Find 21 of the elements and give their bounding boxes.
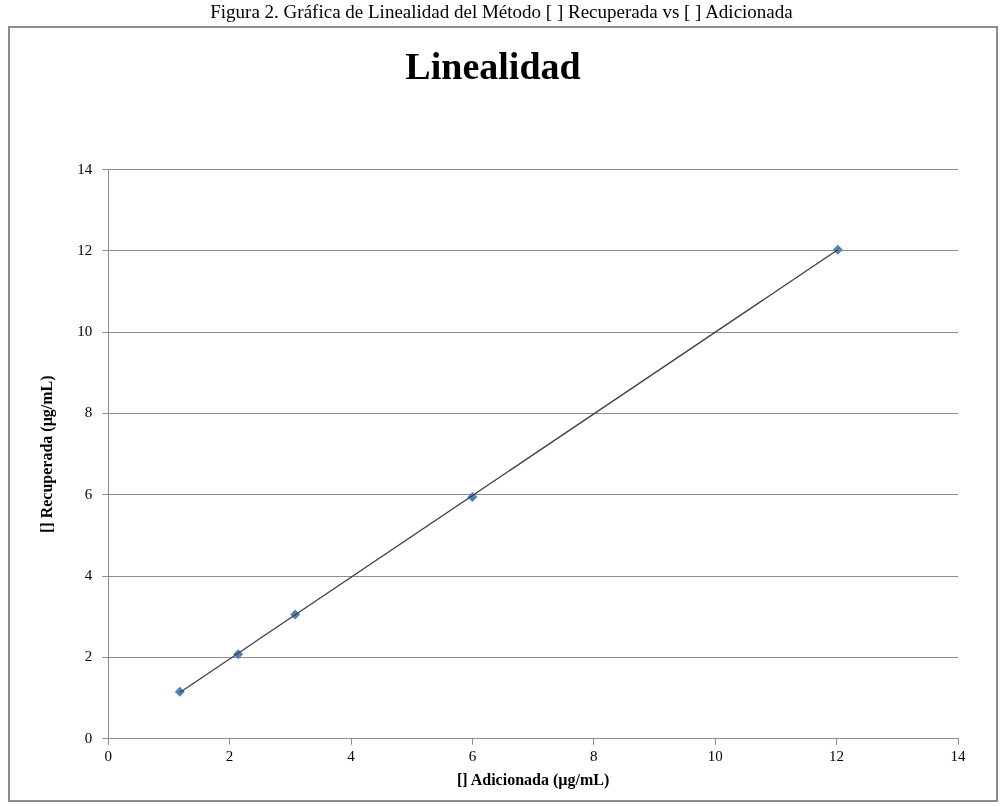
x-tick-label: 8 xyxy=(590,747,598,764)
y-tick-label: 4 xyxy=(84,567,93,584)
x-axis-title: [] Adicionada (µg/mL) xyxy=(456,770,610,789)
y-tick-label: 2 xyxy=(84,648,93,665)
text: Figura 2. Gráfica de Linealidad del Método [ ] Recuperada vs [ ] Adicionada xyxy=(209,0,794,24)
x-tick-label: 4 xyxy=(347,747,356,764)
y-axis-title: [] Recuperada (µg/mL) xyxy=(37,375,56,534)
x-tick-label: 14 xyxy=(950,747,966,764)
y-tick-label: 8 xyxy=(84,404,93,421)
y-tick-label: 10 xyxy=(77,323,93,340)
y-tick-label: 12 xyxy=(77,241,93,258)
chart-title: Linealidad xyxy=(405,44,581,87)
x-tick-label: 12 xyxy=(829,747,845,764)
y-tick-label: 6 xyxy=(84,485,93,502)
y-tick-label: 0 xyxy=(84,729,93,746)
x-tick-label: 2 xyxy=(225,747,234,764)
x-tick-label: 0 xyxy=(104,747,112,764)
x-tick-label: 6 xyxy=(468,747,477,764)
x-tick-label: 10 xyxy=(707,747,723,764)
point xyxy=(174,686,185,697)
y-tick-label: 14 xyxy=(77,160,93,177)
